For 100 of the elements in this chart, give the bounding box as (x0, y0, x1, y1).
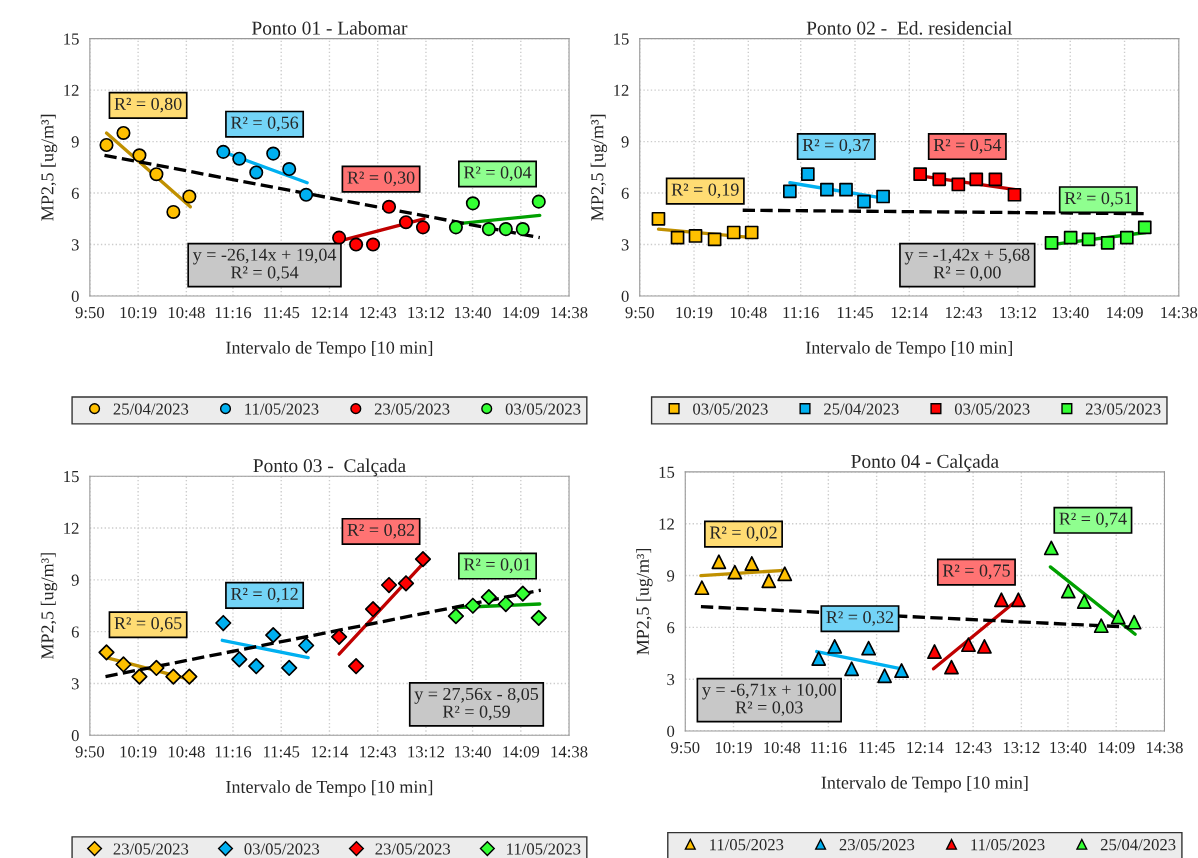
y-tick-label: 3 (71, 239, 79, 251)
x-tick-label: 11:45 (264, 306, 300, 319)
x-axis-title: Intervalo de Tempo [10 min] (226, 340, 433, 358)
point (98, 644, 115, 661)
point (249, 165, 264, 180)
point (347, 658, 365, 675)
legend-label: 23/05/2023 (113, 843, 189, 855)
x-axis-title: Intervalo de Tempo [10 min] (805, 340, 1012, 358)
point (248, 658, 265, 675)
annotation: R² = 0,19 (671, 183, 739, 199)
point (497, 595, 514, 613)
x-tick-label: 11:16 (215, 306, 252, 319)
point (515, 222, 530, 237)
point (332, 230, 347, 245)
point (1043, 540, 1059, 556)
point (727, 564, 743, 580)
point (777, 566, 793, 582)
point (688, 229, 703, 243)
point (148, 659, 165, 677)
legend-label: 11/05/2023 (710, 839, 784, 851)
point (694, 580, 710, 596)
point (1110, 609, 1126, 625)
point (299, 187, 314, 202)
point (181, 668, 198, 685)
annotation: R² = 0,32 (826, 611, 894, 626)
point (861, 640, 877, 656)
point (857, 194, 871, 209)
point (877, 668, 893, 684)
y-tick-label: 0 (71, 730, 79, 742)
y-tick-label: 6 (667, 622, 675, 634)
annotation: R² = 0,04 (463, 166, 532, 182)
x-tick-label: 14:38 (1161, 306, 1198, 319)
point (398, 215, 414, 230)
annotation: R² = 0,37 (802, 138, 870, 154)
y-tick-label: 15 (64, 470, 79, 483)
point (282, 161, 297, 177)
x-tick-label: 10:48 (764, 741, 801, 754)
point (1063, 230, 1078, 245)
point (448, 220, 463, 235)
x-tick-label: 11:16 (783, 306, 819, 319)
y-axis-title: MP2,5 [ug/m³] (636, 548, 653, 655)
chart-title: Ponto 04 - Calçada (851, 454, 999, 472)
point (480, 588, 497, 606)
y-tick-label: 0 (71, 290, 79, 302)
x-tick-label: 12:43 (360, 746, 397, 758)
point (99, 137, 114, 153)
point (366, 237, 381, 252)
annotation: R² = 0,02 (709, 526, 777, 542)
point (232, 151, 247, 166)
x-tick-label: 12:43 (360, 306, 397, 319)
point (894, 663, 909, 678)
y-tick-label: 6 (71, 626, 79, 638)
point (726, 225, 741, 240)
point (380, 576, 398, 594)
point (1007, 187, 1022, 202)
point (711, 554, 727, 570)
y-tick-label: 6 (621, 187, 629, 199)
point (481, 222, 496, 237)
x-tick-label: 10:19 (676, 306, 713, 319)
point (744, 556, 760, 571)
annotation: R² = 0,80 (114, 97, 182, 113)
x-tick-label: 12:14 (311, 746, 349, 758)
y-tick-label: 3 (71, 678, 79, 690)
y-tick-label: 12 (614, 84, 629, 96)
point (1093, 618, 1109, 634)
point (927, 644, 942, 659)
x-tick-label: 13:40 (1050, 741, 1087, 754)
annotation: y = -6,71x + 10,00 R² = 0,03 (702, 683, 836, 717)
point (969, 172, 984, 187)
legend-label: 25/04/2023 (1100, 839, 1176, 851)
legend-label: 25/04/2023 (824, 403, 899, 415)
point (783, 184, 797, 199)
point (1137, 220, 1152, 235)
point (1081, 232, 1096, 247)
x-tick-label: 9:50 (75, 306, 105, 319)
x-tick-label: 9:50 (670, 741, 700, 754)
x-tick-label: 11:45 (264, 746, 300, 758)
point (415, 220, 431, 235)
point (651, 211, 666, 226)
annotation: R² = 0,75 (942, 564, 1010, 580)
x-tick-label: 10:19 (120, 746, 157, 758)
y-tick-label: 9 (667, 570, 675, 582)
y-tick-label: 3 (667, 673, 675, 686)
point (932, 172, 947, 187)
x-tick-label: 10:48 (168, 746, 205, 758)
annotation: R² = 0,12 (230, 587, 298, 603)
x-tick-label: 13:12 (1000, 306, 1036, 319)
y-axis-title: MP2,5 [ug/m³] (40, 114, 58, 221)
y-tick-label: 12 (659, 518, 674, 530)
x-axis-title: Intervalo de Tempo [10 min] (821, 775, 1028, 793)
point (464, 597, 481, 614)
point (330, 628, 348, 645)
x-tick-label: 14:09 (503, 746, 540, 758)
point (1076, 594, 1092, 609)
point (414, 550, 432, 568)
x-tick-label: 14:09 (1098, 741, 1135, 754)
point (1044, 235, 1059, 250)
point (977, 638, 992, 654)
legend-label: 23/05/2023 (375, 843, 451, 855)
point (115, 656, 132, 673)
